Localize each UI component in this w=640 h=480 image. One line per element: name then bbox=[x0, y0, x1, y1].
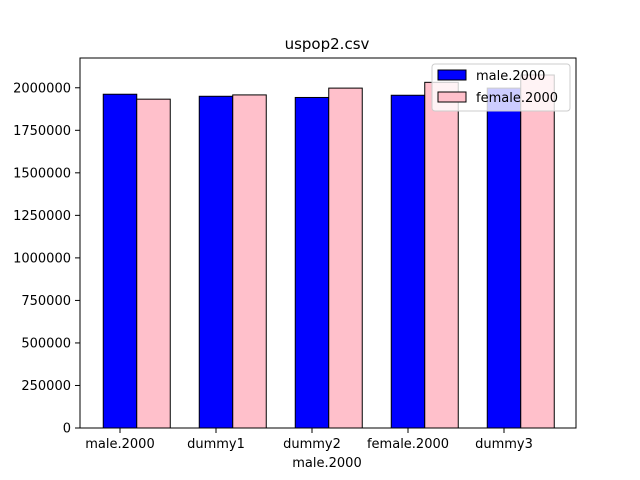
bar-female-dummy2 bbox=[328, 87, 363, 429]
x-axis-label: male.2000 bbox=[292, 456, 361, 471]
legend-swatch-female bbox=[437, 91, 467, 103]
y-tick-label: 750000 bbox=[21, 294, 71, 309]
y-tick-label: 500000 bbox=[21, 336, 71, 351]
y-tick-label: 0 bbox=[63, 422, 71, 437]
bar-male-female.2000 bbox=[390, 94, 426, 429]
bar-male-dummy2 bbox=[294, 96, 330, 429]
y-axis: 0 250000 500000 750000 1000000 1250000 1500000… bbox=[13, 81, 80, 437]
y-tick-label: 2000000 bbox=[13, 81, 71, 96]
bar-female-dummy1 bbox=[232, 94, 267, 429]
x-tick-label: male.2000 bbox=[85, 437, 154, 452]
chart-title: uspop2.csv bbox=[285, 35, 370, 53]
y-tick-label: 1000000 bbox=[13, 251, 71, 266]
y-tick-label: 1250000 bbox=[13, 209, 71, 224]
x-tick-label: female.2000 bbox=[367, 437, 449, 452]
x-tick-label: dummy1 bbox=[187, 437, 245, 452]
bar-male-dummy1 bbox=[198, 95, 234, 429]
x-tick-label: dummy3 bbox=[475, 437, 533, 452]
bars-layer bbox=[102, 74, 555, 429]
legend-label-male: male.2000 bbox=[476, 69, 545, 84]
x-tick-label: dummy2 bbox=[283, 437, 341, 452]
x-axis: male.2000 dummy1 dummy2 female.2000 dummy3 bbox=[85, 428, 533, 452]
y-tick-label: 250000 bbox=[21, 379, 71, 394]
bar-female-female.2000 bbox=[424, 81, 459, 429]
bar-female-male.2000 bbox=[136, 98, 171, 429]
bar-male-dummy3 bbox=[486, 87, 522, 429]
bar-female-dummy3 bbox=[520, 74, 555, 429]
y-tick-label: 1750000 bbox=[13, 124, 71, 139]
plot-area-frame bbox=[79, 57, 577, 429]
y-tick-label: 1500000 bbox=[13, 166, 71, 181]
bar-male-male.2000 bbox=[102, 93, 138, 429]
legend: male.2000 female.2000 bbox=[431, 63, 571, 112]
legend-label-female: female.2000 bbox=[476, 91, 558, 106]
legend-swatch-male bbox=[437, 69, 467, 81]
